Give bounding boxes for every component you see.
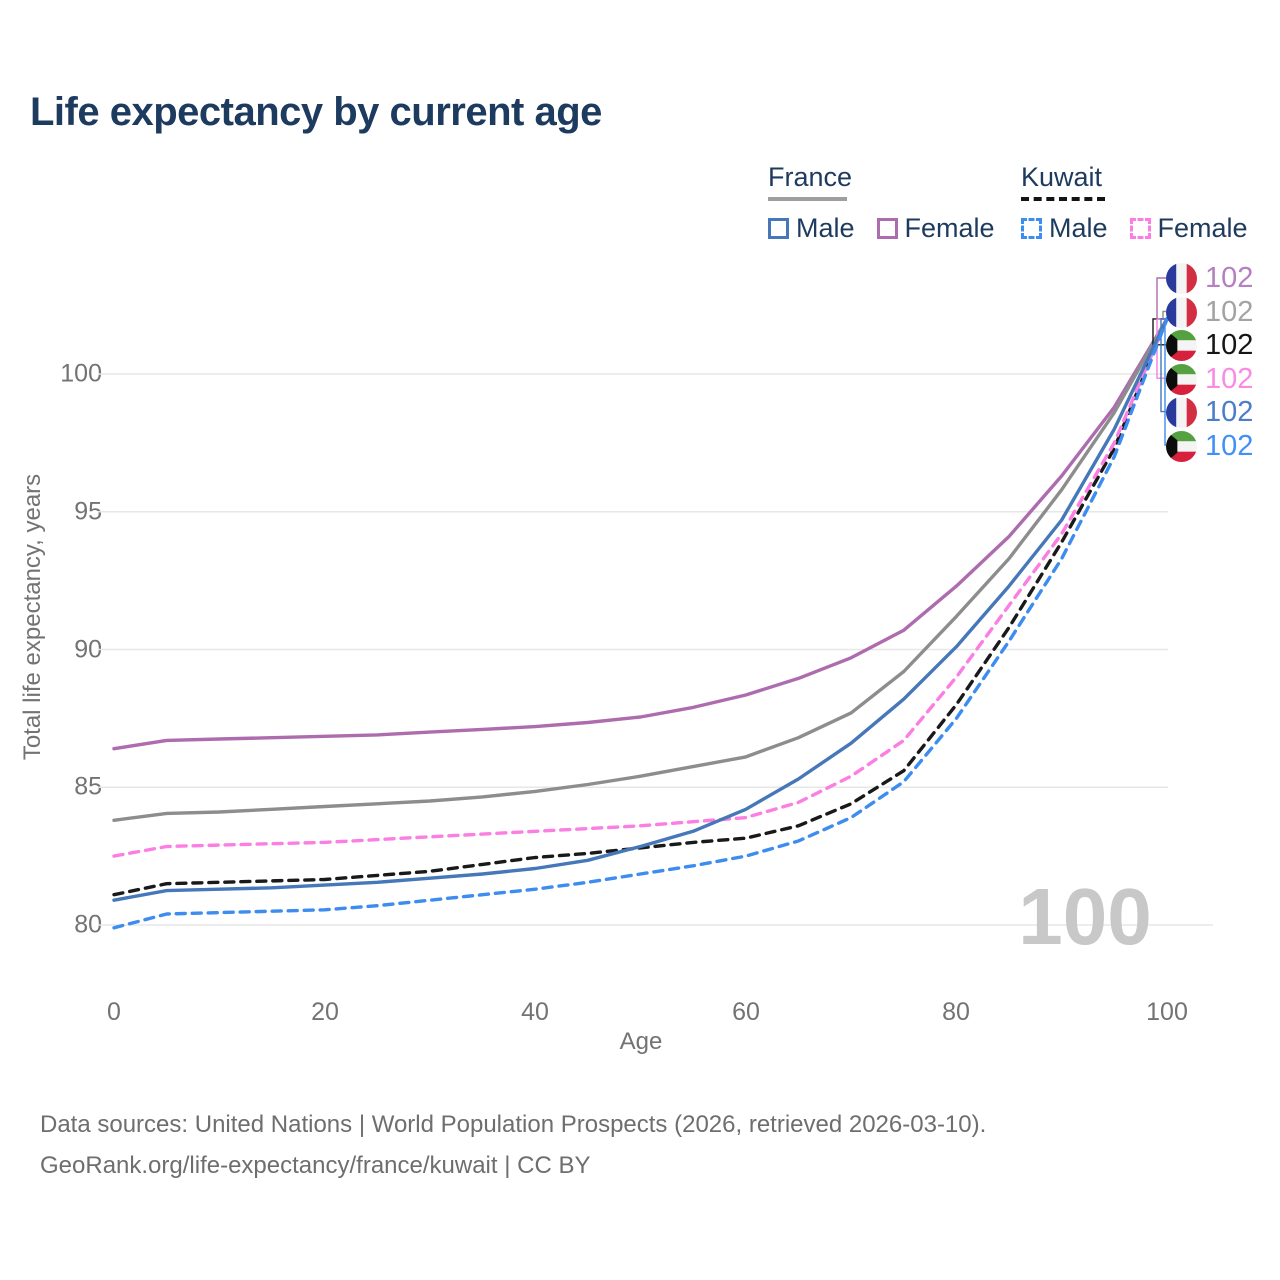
y-tick-90: 90: [74, 635, 102, 664]
legend-swatch-france-male: [768, 218, 789, 239]
page-title: Life expectancy by current age: [30, 90, 602, 134]
footer-attribution: Data sources: United Nations | World Pop…: [40, 1104, 986, 1186]
footer-data-sources: Data sources: United Nations | World Pop…: [40, 1111, 987, 1138]
series-line-kuwait-female: [112, 317, 1169, 858]
x-tick-20: 20: [311, 998, 339, 1026]
leader-line-france-male: [1160, 318, 1167, 413]
legend-label-france-male: Male: [796, 213, 855, 243]
x-axis-title: Age: [619, 1028, 663, 1055]
legend-swatch-kuwait-female: [1129, 218, 1151, 239]
legend-label-france-female: Female: [904, 213, 995, 243]
series-line-france-female: [112, 317, 1169, 751]
legend-france-line-swatch: [768, 197, 847, 201]
france-flag-icon: [1166, 296, 1197, 328]
end-label-value: 102: [1205, 295, 1254, 328]
legend-swatch-france-female: [876, 218, 898, 239]
end-label-row-france-male: 102: [1166, 396, 1253, 428]
x-tick-100: 100: [1146, 998, 1188, 1026]
legend-kuwait-line-swatch: [1021, 197, 1105, 201]
end-label-value: 102: [1205, 395, 1254, 428]
footer-url-license: GeoRank.org/life-expectancy/france/kuwai…: [40, 1152, 591, 1179]
legend-label-kuwait-female: Female: [1157, 213, 1248, 243]
legend-group-france: France Male Female: [768, 162, 995, 244]
legend-label-kuwait-male: Male: [1049, 213, 1108, 243]
kuwait-flag-icon: [1166, 329, 1197, 361]
legend-swatch-kuwait-male: [1021, 218, 1042, 239]
x-tick-80: 80: [942, 998, 970, 1026]
legend-france-label: France: [768, 162, 853, 192]
end-label-row-kuwait-female: 102: [1166, 363, 1253, 395]
end-label-row-france-both: 102: [1166, 296, 1253, 328]
kuwait-flag-icon: [1166, 363, 1197, 395]
france-flag-icon: [1166, 396, 1197, 428]
series-line-france-both-sexes: [112, 317, 1169, 822]
kuwait-flag-icon: [1166, 430, 1197, 462]
y-tick-80: 80: [74, 910, 102, 939]
leader-line-kuwait-male: [1164, 318, 1167, 446]
y-tick-95: 95: [74, 497, 102, 526]
end-label-value: 102: [1205, 261, 1254, 294]
x-tick-40: 40: [521, 998, 549, 1026]
series-line-kuwait-male: [112, 317, 1169, 930]
end-label-value: 102: [1205, 328, 1254, 361]
y-tick-100: 100: [60, 359, 102, 388]
series-line-france-male: [112, 317, 1169, 902]
legend-kuwait-label: Kuwait: [1021, 162, 1103, 192]
end-label-value: 102: [1205, 429, 1254, 462]
x-tick-0: 0: [107, 998, 121, 1026]
end-label-row-kuwait-both: 102: [1166, 329, 1253, 361]
end-label-value: 102: [1205, 362, 1254, 395]
france-flag-icon: [1166, 262, 1197, 294]
x-tick-60: 60: [732, 998, 760, 1026]
y-tick-85: 85: [74, 772, 102, 801]
end-label-row-kuwait-male: 102: [1166, 430, 1253, 462]
legend-group-kuwait: Kuwait Male Female: [1021, 162, 1248, 244]
age-counter-watermark: 100: [1018, 872, 1151, 961]
end-label-row-france-female: 102: [1166, 262, 1253, 294]
